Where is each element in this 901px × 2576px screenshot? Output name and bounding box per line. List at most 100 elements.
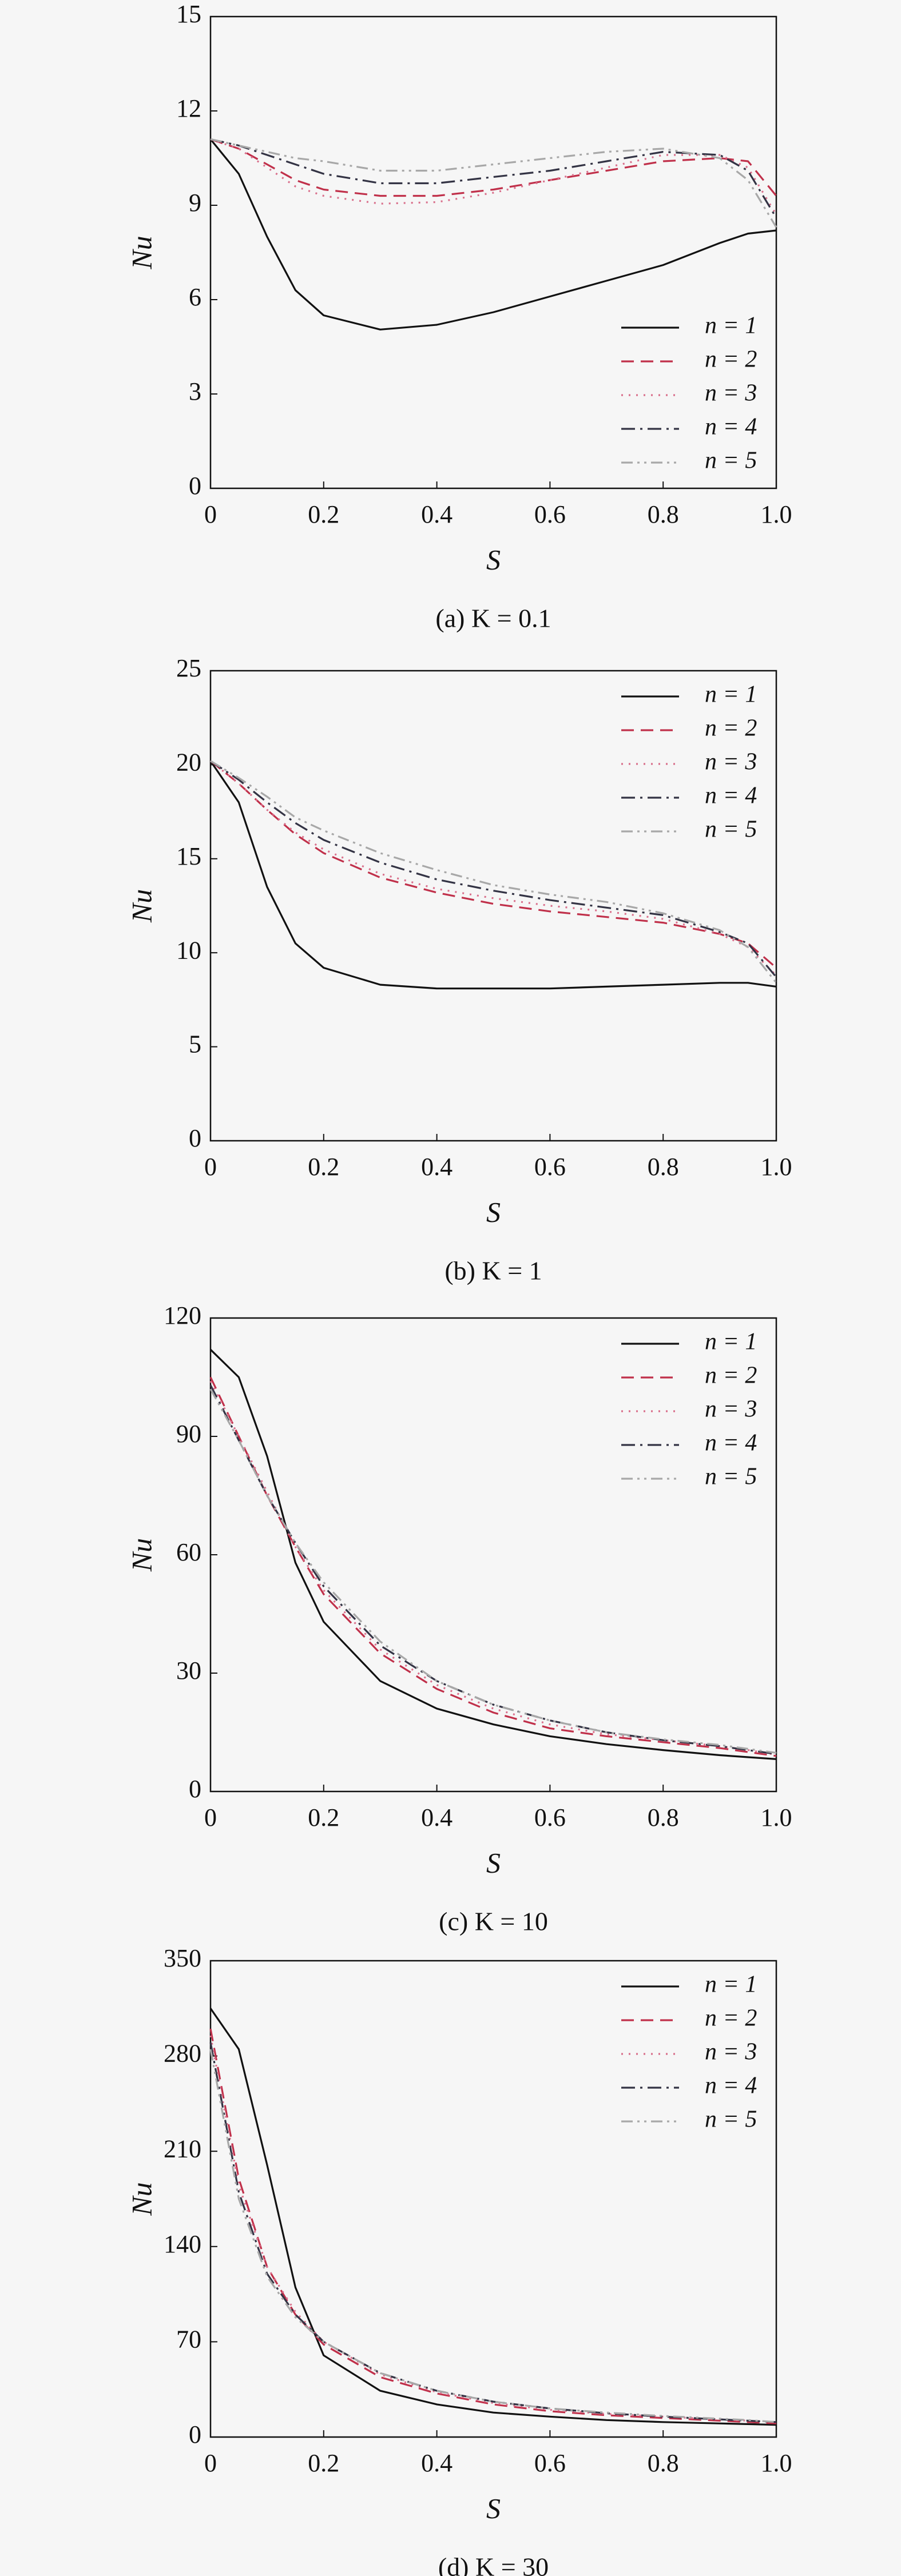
x-tick-label: 0.8 — [648, 1153, 679, 1181]
series-line — [209, 2008, 777, 2426]
legend-label: n = 2 — [705, 2005, 757, 2032]
plot-area — [209, 1960, 777, 2438]
x-tick-label: 0.4 — [421, 1153, 453, 1181]
series-line — [210, 138, 777, 197]
x-tick-label: 0 — [204, 2449, 217, 2477]
y-tick-label: 9 — [189, 189, 201, 217]
x-tick-label: 0.2 — [308, 1153, 339, 1181]
y-axis-label: Nu — [125, 1538, 157, 1572]
legend-label: n = 2 — [705, 715, 757, 742]
y-tick-label: 0 — [189, 2420, 201, 2448]
x-tick-label: 0 — [204, 500, 217, 528]
series-line — [209, 2035, 777, 2423]
series-line — [210, 760, 777, 978]
x-axis-label: S — [486, 1846, 501, 1878]
series-line — [209, 1349, 777, 1760]
y-tick-label: 10 — [176, 936, 201, 964]
series-line — [209, 1388, 777, 1754]
x-axis-label: S — [486, 543, 501, 575]
series-line — [209, 1384, 777, 1755]
y-tick-label: 0 — [189, 472, 201, 500]
x-tick-label: 0.2 — [308, 1803, 339, 1832]
y-tick-label: 15 — [176, 842, 201, 870]
legend-label: n = 1 — [705, 1972, 757, 1998]
x-tick-label: 0.4 — [421, 2449, 453, 2477]
y-tick-label: 140 — [164, 2230, 201, 2258]
x-tick-label: 1.0 — [761, 500, 792, 528]
legend-label: n = 3 — [705, 380, 757, 407]
x-tick-label: 0.6 — [534, 2449, 566, 2477]
x-tick-label: 0.8 — [648, 1803, 679, 1832]
legend-label: n = 5 — [705, 817, 757, 843]
y-tick-label: 60 — [176, 1538, 201, 1566]
series-line — [210, 138, 777, 216]
y-tick-label: 20 — [176, 748, 201, 776]
x-tick-label: 0.2 — [308, 2449, 339, 2477]
y-tick-label: 210 — [164, 2135, 201, 2163]
y-tick-label: 70 — [176, 2325, 201, 2353]
y-tick-label: 5 — [189, 1030, 201, 1058]
x-tick-label: 0.6 — [534, 1153, 566, 1181]
y-tick-label: 0 — [189, 1775, 201, 1803]
caption: (c) K = 10 — [439, 1907, 548, 1936]
legend-label: n = 3 — [705, 2039, 757, 2065]
y-axis-label: Nu — [125, 2182, 157, 2216]
series-line — [210, 138, 777, 228]
x-tick-label: 0 — [204, 1803, 217, 1832]
y-tick-label: 6 — [189, 283, 201, 311]
x-tick-label: 1.0 — [761, 1803, 792, 1832]
series-line — [209, 1380, 777, 1756]
y-tick-label: 0 — [189, 1124, 201, 1152]
series-line — [210, 138, 777, 218]
legend-label: n = 1 — [705, 313, 757, 339]
series-line — [209, 760, 777, 990]
y-axis-label: Nu — [125, 889, 157, 923]
plot-area — [209, 670, 777, 1142]
x-tick-label: 0.4 — [421, 1803, 453, 1832]
y-tick-label: 3 — [189, 377, 201, 405]
x-tick-label: 0 — [204, 1153, 217, 1181]
series-line — [209, 2028, 777, 2424]
legend-label: n = 5 — [705, 2107, 757, 2133]
legend-label: n = 4 — [705, 1430, 757, 1456]
y-tick-label: 120 — [164, 1301, 201, 1329]
x-tick-label: 0.4 — [421, 500, 453, 528]
legend-label: n = 2 — [705, 347, 757, 373]
y-tick-label: 350 — [164, 1944, 201, 1972]
series-line — [209, 2049, 777, 2423]
legend-label: n = 3 — [705, 1396, 757, 1423]
caption: (b) K = 1 — [444, 1256, 542, 1285]
x-tick-label: 1.0 — [761, 2449, 792, 2477]
series-line — [210, 760, 777, 984]
legend-label: n = 4 — [705, 414, 757, 440]
legend-label: n = 5 — [705, 448, 757, 474]
legend-label: n = 4 — [705, 2073, 757, 2099]
legend-label: n = 2 — [705, 1363, 757, 1389]
caption: (a) K = 0.1 — [435, 604, 551, 633]
legend-label: n = 1 — [705, 1329, 757, 1355]
x-tick-label: 0.6 — [534, 1803, 566, 1832]
legend-label: n = 4 — [705, 783, 757, 809]
y-tick-label: 90 — [176, 1420, 201, 1448]
y-tick-label: 25 — [176, 654, 201, 682]
legend-label: n = 3 — [705, 749, 757, 775]
x-tick-label: 0.8 — [648, 2449, 679, 2477]
legend-label: n = 1 — [705, 682, 757, 708]
series-line — [209, 138, 777, 331]
caption: (d) K = 30 — [438, 2553, 549, 2576]
x-tick-label: 1.0 — [761, 1153, 792, 1181]
legend-label: n = 5 — [705, 1464, 757, 1490]
series-line — [209, 1376, 777, 1757]
y-tick-label: 280 — [164, 2040, 201, 2068]
y-axis-label: Nu — [125, 236, 157, 269]
x-tick-label: 0.6 — [534, 500, 566, 528]
x-tick-label: 0.2 — [308, 500, 339, 528]
series-line — [210, 760, 777, 969]
plot-area — [209, 15, 777, 489]
y-tick-label: 12 — [176, 94, 201, 122]
series-line — [209, 2042, 777, 2423]
x-tick-label: 0.8 — [648, 500, 679, 528]
y-tick-label: 30 — [176, 1657, 201, 1685]
